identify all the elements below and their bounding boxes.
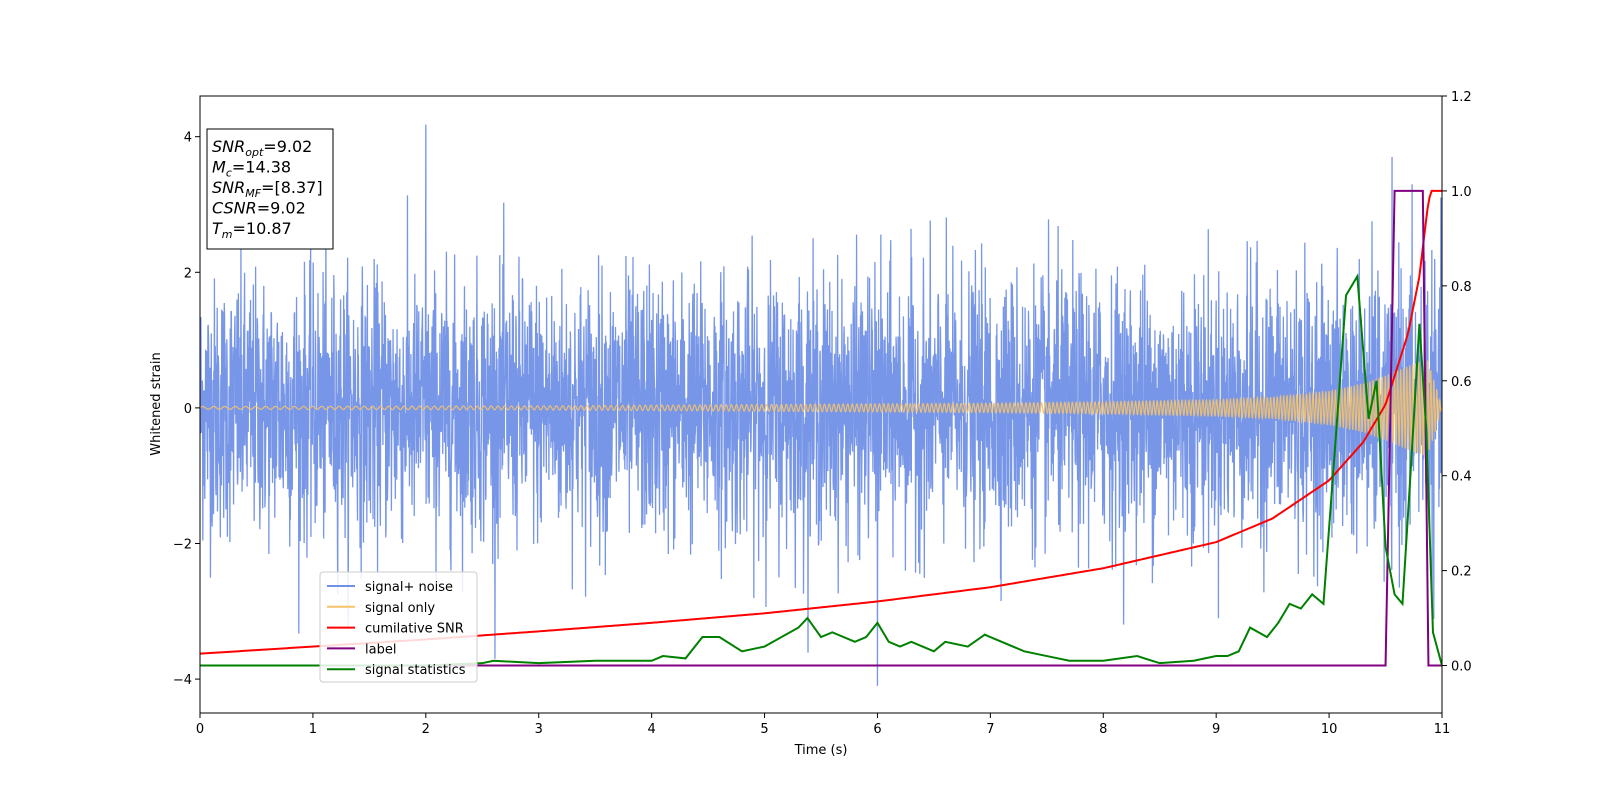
series-label-line [200,189,1442,667]
plot-frame [199,95,1443,714]
y2-tick-label: 0.0 [1451,660,1472,675]
x-tick-label: 3 [535,722,543,737]
info-box: SNRopt=9.02Mc=14.38SNRMF=[8.37]CSNR=9.02… [206,128,334,250]
y-tick-label: 0 [184,402,192,417]
x-tick-label: 4 [647,722,655,737]
x-tick-label: 6 [873,722,881,737]
y2-tick-label: 0.4 [1451,470,1472,485]
legend-signal-only-text: signal only [365,601,435,616]
ticks-layer: 0 1 2 3 4 5 6 7 8 9 10 11 −4 −2 0 2 4 0.0 0.2 0.4 0.6 0.8 1.0 1… [173,90,1472,737]
y2-tick-label: 0.2 [1451,565,1472,580]
info-box-line: CSNR=9.02 [212,199,306,218]
legend-cumulative-snr-text: cumilative SNR [365,622,464,637]
info-box-line: SNRopt=9.02 [212,137,312,159]
y-axis-label: Whitened strain [149,352,164,455]
info-box-line: Mc=14.38 [212,158,291,180]
x-tick-label: 1 [309,722,317,737]
y2-tick-label: 0.8 [1451,280,1472,295]
x-tick-label: 8 [1099,722,1107,737]
legend-signal-statistics-text: signal statistics [365,663,466,678]
legend-signal-noise-text: signal+ noise [365,580,453,595]
y2-tick-label: 0.6 [1451,375,1472,390]
info-box-line: SNRMF=[8.37] [212,178,323,200]
x-tick-label: 2 [422,722,430,737]
y2-tick-label: 1.2 [1451,90,1472,105]
x-tick-label: 11 [1434,722,1451,737]
x-tick-label: 9 [1212,722,1220,737]
series-signal-only-line [200,359,1442,457]
x-axis-label: Time (s) [794,743,848,758]
x-tick-label: 0 [196,722,204,737]
info-box-frame [206,128,334,250]
info-box-line: Tm=10.87 [212,219,292,241]
x-tick-label: 5 [760,722,768,737]
legend-label-text: label [365,642,396,657]
legend-frame [319,571,478,683]
x-tick-label: 10 [1321,722,1338,737]
y-tick-label: 2 [184,266,192,281]
y2-tick-label: 1.0 [1451,185,1472,200]
legend: signal+ noise signal only cumilative SNR la… [319,571,478,683]
series-signal-statistics-line [200,273,1442,667]
y-tick-label: 4 [184,131,192,146]
y-tick-label: −4 [173,673,192,688]
x-tick-label: 7 [986,722,994,737]
y-tick-label: −2 [173,537,192,552]
